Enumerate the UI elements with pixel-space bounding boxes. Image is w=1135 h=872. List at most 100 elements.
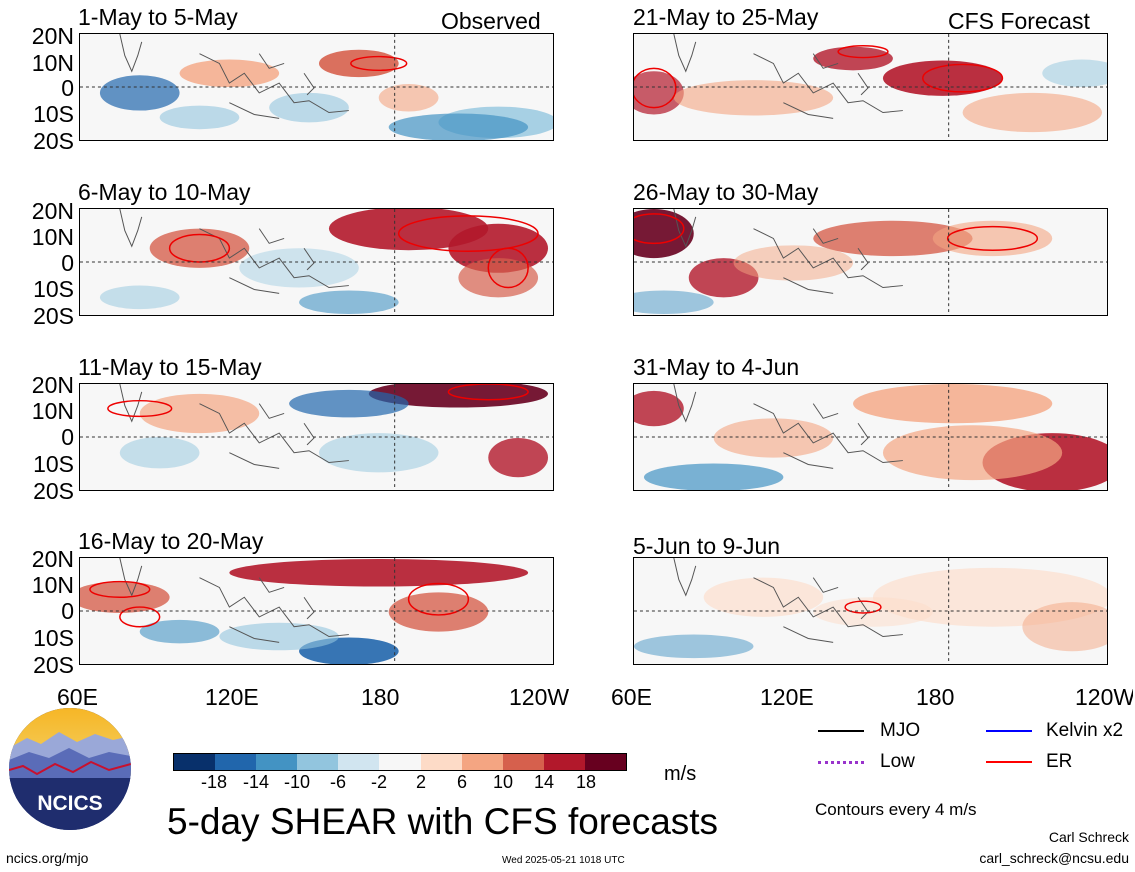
er-contour [407, 582, 470, 616]
colorbar-tick: -2 [370, 772, 388, 792]
shear-shading [368, 384, 548, 408]
lon-label-right-120w: 120W [1075, 684, 1133, 710]
lat-label: 20S [33, 303, 74, 329]
colorbar-swatch [174, 754, 216, 770]
shear-shading [813, 46, 893, 71]
shear-shading [139, 619, 220, 644]
shear-shading [149, 228, 250, 268]
lat-label: 10N [31, 224, 74, 250]
er-contour [922, 63, 1004, 93]
panel-title-2: 6-May to 10-May [78, 179, 251, 205]
colorbar-tick: -6 [329, 772, 347, 792]
er-contour [837, 45, 889, 59]
shear-shading [119, 437, 200, 469]
colorbar-swatch [256, 754, 298, 770]
colorbar-swatch [379, 754, 421, 770]
lat-label: 10S [33, 101, 74, 127]
lon-label-left-60e: 60E [57, 684, 98, 710]
timestamp: Wed 2025-05-21 1018 UTC [502, 855, 625, 866]
map-panel-4 [79, 557, 554, 665]
lat-label: 20S [33, 478, 74, 504]
lat-label: 20N [31, 198, 74, 224]
map-panel-3 [79, 383, 554, 491]
colorbar-tick: 18 [575, 772, 597, 792]
shear-shading [882, 425, 1063, 481]
legend-mjo-line [818, 730, 864, 732]
colorbar-swatch [543, 754, 585, 770]
shear-shading [458, 258, 539, 298]
legend-low-label: Low [880, 751, 915, 772]
colorbar-tick: 6 [456, 772, 468, 792]
shear-shading [318, 433, 439, 473]
shear-shading [448, 223, 549, 273]
shear-shading [99, 75, 180, 111]
shear-shading [634, 634, 754, 659]
panel-title-1: 1-May to 5-May [78, 4, 238, 30]
coastline [119, 209, 349, 294]
panel-title-3: 11-May to 15-May [78, 354, 262, 380]
lon-label-left-180: 180 [361, 684, 400, 710]
lon-label-left-120w: 120W [509, 684, 570, 710]
shear-shading [634, 71, 684, 115]
shear-shading [962, 92, 1103, 133]
website-link[interactable]: ncics.org/mjo [6, 850, 89, 866]
er-contour [107, 399, 173, 418]
lat-label: 20S [33, 128, 74, 154]
legend-er-line [986, 761, 1032, 763]
legend-kelvin-line [986, 730, 1032, 732]
shear-shading [299, 290, 399, 315]
coastline [119, 384, 349, 469]
shear-shading [318, 49, 399, 78]
shear-shading [643, 463, 784, 490]
colorbar-swatch [584, 754, 627, 770]
shear-shading [882, 60, 1003, 96]
colorbar-tick: 14 [533, 772, 555, 792]
map-panel-2 [79, 208, 554, 316]
legend-kelvin-label: Kelvin x2 [1046, 720, 1124, 741]
colorbar-swatch [420, 754, 462, 770]
coastline [673, 209, 903, 294]
lat-label: 10S [33, 451, 74, 477]
figure-title: 5-day SHEAR with CFS forecasts [167, 801, 719, 842]
lon-label-right-120e: 120E [760, 684, 814, 710]
colorbar-tick: -10 [283, 772, 311, 792]
coastline [673, 558, 903, 643]
er-contour [447, 384, 529, 401]
map-panel-1 [79, 33, 554, 141]
shear-shading [239, 248, 359, 288]
er-contour [844, 600, 882, 614]
shear-shading [813, 220, 973, 257]
colorbar-swatch [502, 754, 544, 770]
shear-shading [388, 592, 489, 632]
er-contour [634, 213, 685, 245]
author-name: Carl Schreck [1048, 829, 1129, 845]
shear-shading [179, 59, 280, 87]
lon-label-right-60e: 60E [611, 684, 652, 710]
coastline [673, 34, 903, 119]
shear-shading [219, 622, 339, 651]
shear-shading [229, 558, 529, 587]
map-panel-5 [633, 33, 1108, 141]
colorbar-tick: -14 [242, 772, 270, 792]
colorbar-swatch [338, 754, 380, 770]
shear-shading [289, 389, 409, 418]
panel-title-5: 21-May to 25-May [633, 4, 819, 30]
lat-label: 20S [33, 652, 74, 678]
er-contour [487, 247, 529, 289]
forecast-tag: CFS Forecast [948, 8, 1090, 34]
shear-shading [733, 245, 854, 281]
colorbar-swatch [297, 754, 339, 770]
shear-shading [99, 285, 180, 310]
lon-label-right-180: 180 [916, 684, 955, 710]
shear-shading [713, 418, 834, 458]
observed-tag: Observed [441, 8, 541, 34]
legend-er-label: ER [1046, 751, 1073, 772]
colorbar-tick: -18 [200, 772, 228, 792]
shear-shading [673, 80, 834, 116]
lat-label: 20N [31, 372, 74, 398]
author-email[interactable]: carl_schreck@ncsu.edu [979, 850, 1129, 866]
shear-shading [1022, 602, 1107, 652]
shear-shading [159, 105, 240, 130]
lat-label: 20N [31, 23, 74, 49]
ncics-logo: NCICS [9, 708, 131, 830]
